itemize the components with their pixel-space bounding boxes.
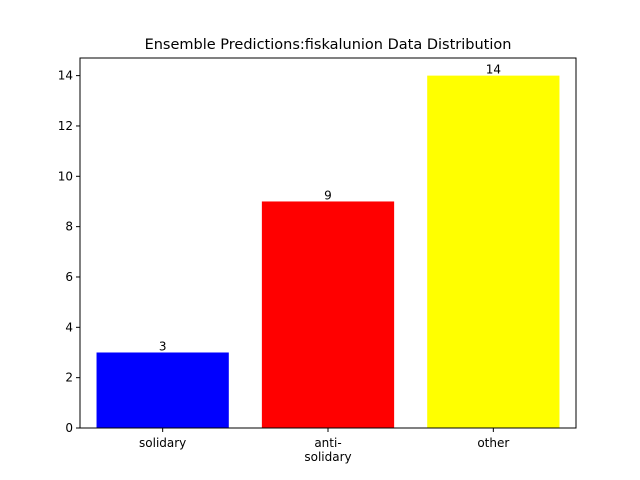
bar-2 — [427, 75, 560, 428]
x-tick-label-1: anti-solidary — [304, 436, 351, 464]
y-tick-label-3: 6 — [65, 270, 73, 284]
bar-value-label-0: 3 — [159, 339, 167, 353]
x-axis: solidary anti-solidary other — [139, 428, 509, 464]
bar-value-labels: 3 9 14 — [159, 63, 501, 354]
x-tick-label-0: solidary — [139, 436, 186, 450]
bar-value-label-2: 14 — [486, 63, 501, 77]
y-tick-label-7: 14 — [58, 69, 73, 83]
y-tick-label-4: 8 — [65, 220, 73, 234]
y-tick-label-1: 2 — [65, 371, 73, 385]
plot-frame — [79, 57, 577, 429]
bar-1 — [261, 201, 395, 428]
y-tick-label-6: 12 — [58, 119, 73, 133]
bar-value-label-1: 9 — [324, 188, 332, 202]
bars — [96, 75, 560, 428]
y-tick-label-0: 0 — [65, 421, 73, 435]
chart-title: Ensemble Predictions:fiskalunion Data Di… — [145, 37, 512, 53]
x-tick-label-2: other — [477, 436, 509, 450]
bar-0 — [96, 352, 229, 428]
y-axis: 0 2 4 6 8 10 12 14 — [58, 69, 80, 435]
y-tick-label-5: 10 — [58, 169, 73, 183]
y-tick-label-2: 4 — [65, 320, 73, 334]
